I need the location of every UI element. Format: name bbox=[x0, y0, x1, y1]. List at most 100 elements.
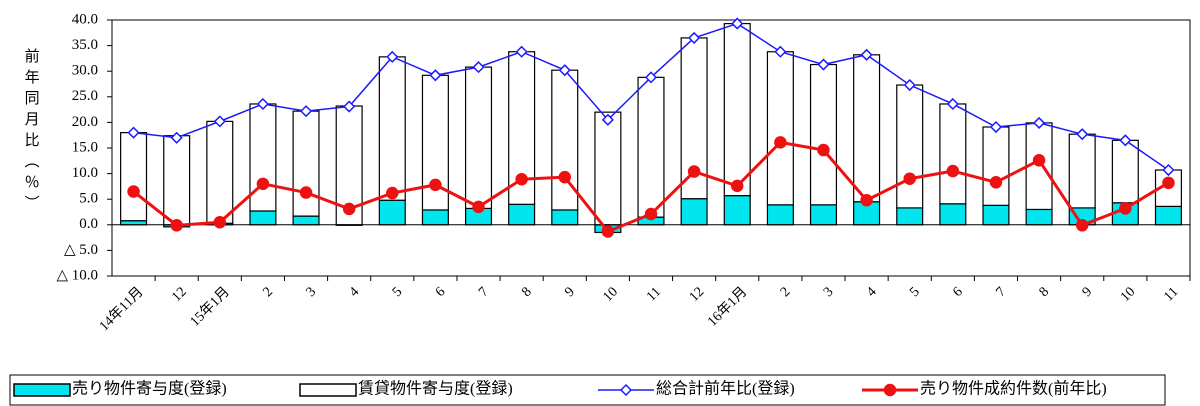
bar bbox=[1111, 139, 1139, 204]
point bbox=[386, 186, 399, 200]
point bbox=[472, 200, 485, 214]
point bbox=[1162, 176, 1175, 190]
bar bbox=[939, 203, 967, 226]
point bbox=[170, 131, 183, 144]
bar bbox=[766, 51, 794, 206]
x-tick-label: 2 bbox=[260, 284, 276, 300]
bar bbox=[896, 207, 924, 226]
x-tick-label: 3 bbox=[304, 284, 320, 300]
y-tick-label: 20.0 bbox=[72, 114, 98, 130]
point bbox=[127, 185, 140, 198]
legend-label: 売り物件成約件数(前年比) bbox=[920, 380, 1107, 398]
point bbox=[774, 45, 787, 58]
bar bbox=[551, 209, 579, 226]
point bbox=[883, 383, 897, 397]
point bbox=[946, 164, 960, 178]
point bbox=[731, 17, 744, 30]
point bbox=[1119, 134, 1132, 147]
bar bbox=[120, 132, 148, 222]
bar bbox=[421, 209, 449, 226]
bar bbox=[939, 103, 967, 205]
point bbox=[601, 225, 615, 238]
y-tick-label: 15.0 bbox=[72, 139, 98, 155]
point bbox=[817, 143, 830, 157]
x-tick-label: 10 bbox=[600, 284, 621, 305]
y-tick-label: 30.0 bbox=[72, 63, 98, 79]
x-tick-label: 8 bbox=[519, 284, 535, 300]
point bbox=[989, 176, 1003, 189]
point bbox=[644, 71, 658, 84]
bar bbox=[680, 198, 708, 226]
point bbox=[558, 170, 572, 184]
point bbox=[213, 115, 226, 128]
point bbox=[342, 202, 356, 216]
point bbox=[515, 172, 528, 186]
y-tick-label: 0.0 bbox=[79, 216, 98, 232]
legend-swatch bbox=[299, 383, 357, 397]
point bbox=[1119, 202, 1132, 215]
bar bbox=[249, 103, 277, 212]
x-tick-label: 6 bbox=[950, 284, 966, 300]
point bbox=[1033, 116, 1046, 129]
x-tick-label: 16年1月 bbox=[704, 284, 750, 330]
point bbox=[1076, 128, 1089, 141]
bar bbox=[464, 66, 493, 210]
x-tick-label: 8 bbox=[1037, 284, 1053, 300]
x-tick-label: 5 bbox=[907, 284, 923, 300]
point bbox=[343, 100, 356, 113]
y-tick-label: 35.0 bbox=[72, 37, 98, 53]
point bbox=[213, 215, 227, 229]
legend-label: 総合計前年比(登録) bbox=[656, 380, 795, 398]
point bbox=[817, 58, 830, 71]
point bbox=[429, 69, 442, 82]
legend-label: 賃貸物件寄与度(登録) bbox=[358, 380, 513, 398]
bar bbox=[1068, 133, 1096, 209]
point bbox=[989, 120, 1003, 134]
point bbox=[472, 61, 485, 74]
point bbox=[903, 78, 916, 92]
bar bbox=[809, 204, 838, 226]
x-tick-label: 7 bbox=[994, 284, 1010, 300]
legend-frame bbox=[9, 374, 1166, 406]
point bbox=[299, 186, 313, 199]
point bbox=[299, 105, 313, 118]
x-tick-label: 11 bbox=[1161, 284, 1181, 304]
point bbox=[515, 45, 528, 58]
point bbox=[619, 383, 633, 397]
bar bbox=[378, 56, 406, 201]
point bbox=[1075, 219, 1089, 232]
x-tick-label: 4 bbox=[864, 284, 880, 300]
x-tick-label: 9 bbox=[562, 284, 578, 300]
legend-swatch bbox=[13, 383, 71, 397]
x-tick-label: 15年1月 bbox=[187, 284, 233, 330]
point bbox=[946, 97, 959, 111]
point bbox=[860, 193, 873, 207]
bar bbox=[896, 84, 924, 209]
y-tick-label: △ 5.0 bbox=[64, 242, 98, 258]
bar bbox=[508, 203, 536, 226]
x-tick-label: 9 bbox=[1080, 284, 1096, 300]
point bbox=[1162, 163, 1175, 177]
y-tick-label: 25.0 bbox=[72, 88, 98, 104]
point bbox=[170, 219, 183, 232]
bar bbox=[982, 126, 1010, 206]
bar bbox=[809, 63, 838, 206]
x-tick-label: 7 bbox=[476, 284, 492, 300]
point bbox=[256, 97, 269, 111]
y-tick-label: 10.0 bbox=[72, 165, 98, 181]
bar bbox=[249, 210, 277, 226]
point bbox=[860, 48, 873, 61]
point bbox=[730, 179, 744, 193]
point bbox=[127, 126, 140, 139]
bar bbox=[637, 76, 665, 218]
bar bbox=[766, 204, 794, 226]
bar bbox=[292, 110, 320, 217]
bar bbox=[853, 54, 881, 203]
point bbox=[688, 31, 701, 44]
bar bbox=[982, 204, 1010, 226]
x-tick-label: 14年11月 bbox=[96, 284, 147, 335]
x-tick-label: 5 bbox=[390, 284, 406, 300]
x-tick-label: 4 bbox=[347, 284, 363, 300]
bar bbox=[1025, 208, 1053, 226]
